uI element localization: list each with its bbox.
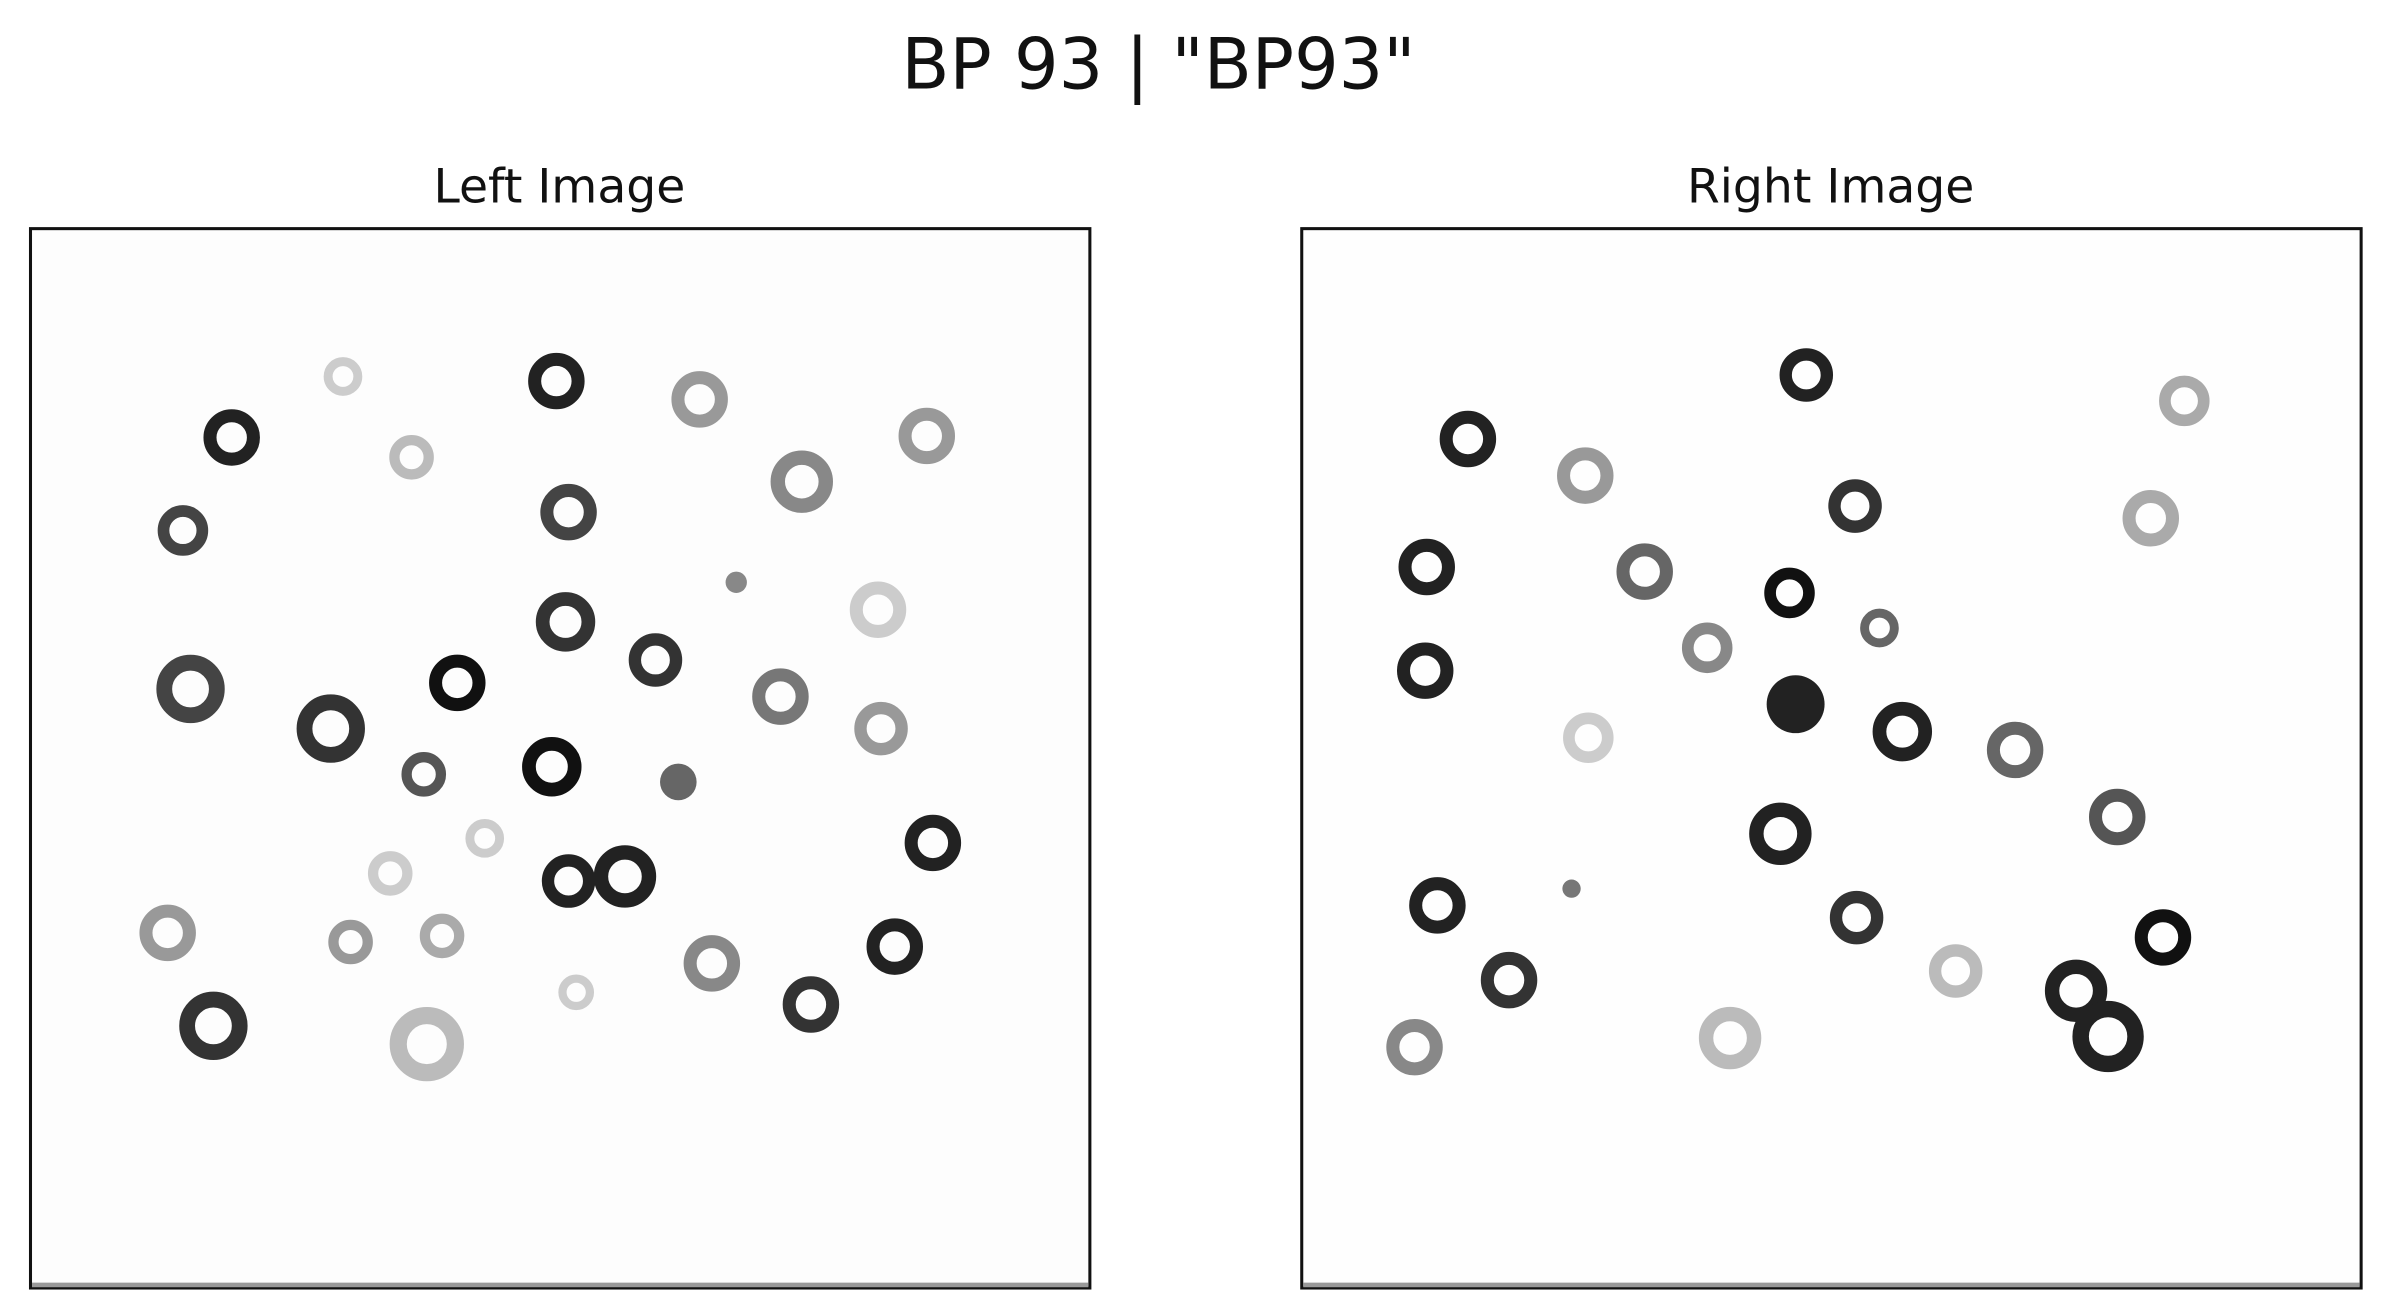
ring	[628, 633, 683, 687]
ring	[2089, 788, 2146, 846]
right-image-frame	[1300, 227, 2363, 1290]
ring	[1764, 567, 1815, 619]
ring	[752, 668, 809, 725]
ring	[1766, 675, 1825, 734]
ring	[429, 654, 486, 712]
ring	[770, 450, 833, 513]
ring	[465, 819, 505, 858]
ring	[1616, 543, 1673, 600]
ring	[1386, 1018, 1443, 1076]
ring	[1439, 410, 1497, 468]
ring	[1828, 479, 1882, 533]
ring	[1398, 538, 1455, 596]
rings	[139, 348, 2210, 1082]
ring	[522, 736, 582, 797]
ring	[1860, 608, 1899, 648]
ring	[535, 592, 596, 652]
ring	[156, 654, 225, 724]
ring	[671, 371, 728, 428]
ring	[1872, 701, 1933, 762]
ring	[389, 1006, 464, 1082]
ring	[2122, 490, 2180, 547]
ring	[854, 701, 908, 756]
ring	[904, 814, 962, 872]
ring	[1681, 622, 1733, 674]
ring	[157, 505, 209, 556]
ring	[540, 483, 597, 541]
ring	[1409, 877, 1466, 934]
ring	[179, 991, 248, 1061]
figure-title: BP 93 | "BP93"	[901, 23, 1415, 105]
ring	[1557, 447, 1614, 504]
panel-title: Left Image	[433, 160, 685, 215]
ring	[660, 763, 697, 801]
ring	[328, 919, 373, 965]
ring	[1986, 721, 2044, 779]
left-image-frame	[28, 227, 1092, 1290]
ring	[1698, 1006, 1762, 1070]
ring	[2159, 375, 2210, 427]
ring	[139, 904, 196, 962]
ring	[389, 434, 434, 480]
ring	[683, 935, 741, 992]
ring	[203, 409, 260, 466]
ring	[2134, 909, 2192, 966]
ring	[725, 571, 747, 593]
ring	[419, 913, 465, 959]
ring	[558, 974, 595, 1011]
ring	[782, 976, 840, 1033]
ring	[1562, 879, 1581, 898]
ring	[1829, 890, 1884, 945]
ring	[541, 854, 596, 908]
ring	[296, 694, 365, 763]
ring	[849, 581, 907, 638]
ring	[1779, 348, 1834, 402]
panel-title: Right Image	[1687, 160, 1974, 215]
ring	[323, 357, 363, 396]
ring	[1480, 951, 1538, 1009]
ring	[898, 407, 956, 465]
ring	[528, 352, 585, 410]
ring	[1396, 642, 1454, 699]
ring	[593, 845, 657, 908]
ring	[1563, 712, 1614, 764]
ring	[2072, 1000, 2144, 1073]
ring	[866, 918, 924, 975]
ring	[2044, 959, 2108, 1022]
ring	[367, 851, 413, 896]
ring	[1749, 802, 1812, 865]
ring	[401, 752, 447, 797]
ring	[1928, 944, 1983, 998]
